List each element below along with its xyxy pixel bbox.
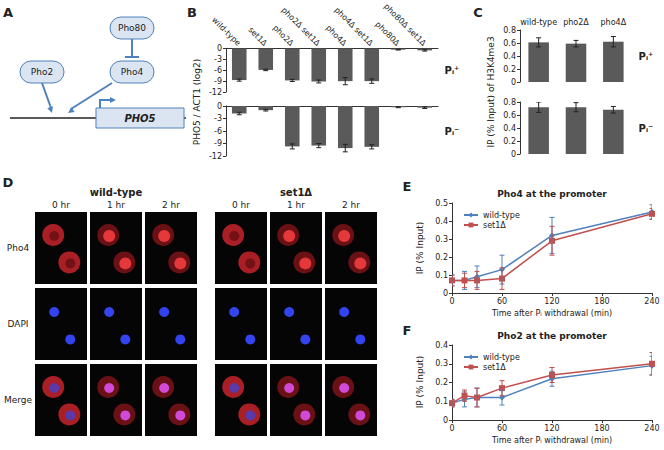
svg-text:wild-type: wild-type	[520, 18, 557, 27]
svg-text:60: 60	[497, 424, 507, 433]
svg-text:0.3: 0.3	[435, 235, 448, 244]
svg-text:set1Δ: set1Δ	[246, 25, 269, 48]
svg-text:set1Δ: set1Δ	[483, 221, 506, 230]
svg-text:-12: -12	[209, 152, 222, 161]
svg-text:0 hr: 0 hr	[232, 200, 250, 210]
svg-text:0: 0	[217, 102, 222, 111]
svg-text:0 hr: 0 hr	[52, 200, 70, 210]
svg-text:wild-type: wild-type	[210, 15, 242, 47]
svg-text:0.8: 0.8	[503, 98, 516, 107]
svg-text:-3: -3	[214, 114, 222, 123]
svg-text:set1Δ: set1Δ	[483, 363, 506, 372]
svg-text:0.4: 0.4	[435, 341, 448, 350]
svg-text:Pᵢ⁺: Pᵢ⁺	[639, 51, 654, 62]
svg-text:PHO5: PHO5	[124, 113, 155, 124]
svg-text:0.4: 0.4	[503, 52, 516, 61]
svg-text:pho80Δ set1Δ: pho80Δ set1Δ	[382, 2, 428, 48]
svg-text:Merge: Merge	[4, 395, 33, 405]
svg-text:Pᵢ⁺: Pᵢ⁺	[445, 65, 460, 76]
svg-text:0.5: 0.5	[435, 199, 448, 208]
svg-text:C: C	[473, 5, 483, 20]
svg-text:180: 180	[594, 424, 609, 433]
svg-text:Pho80: Pho80	[118, 23, 146, 33]
svg-text:0: 0	[449, 424, 454, 433]
svg-text:D: D	[3, 175, 14, 190]
svg-text:0.4: 0.4	[435, 217, 448, 226]
svg-text:120: 120	[544, 297, 559, 306]
svg-text:IP (% Input): IP (% Input)	[415, 356, 425, 409]
svg-text:0.1: 0.1	[435, 397, 448, 406]
svg-text:IP (% Input) of H3K4me3: IP (% Input) of H3K4me3	[486, 36, 496, 147]
svg-text:1 hr: 1 hr	[287, 200, 305, 210]
svg-text:PHO5 / ACT1 (log2): PHO5 / ACT1 (log2)	[192, 59, 202, 146]
svg-text:pho4Δ: pho4Δ	[324, 23, 349, 48]
svg-text:0.6: 0.6	[503, 39, 516, 48]
svg-text:A: A	[3, 5, 13, 20]
svg-text:0: 0	[443, 289, 448, 298]
svg-text:Pho2 at the promoter: Pho2 at the promoter	[497, 331, 607, 341]
svg-text:0.6: 0.6	[503, 111, 516, 120]
svg-text:2 hr: 2 hr	[162, 200, 180, 210]
svg-text:0: 0	[449, 297, 454, 306]
svg-text:-3: -3	[214, 55, 222, 64]
svg-text:0.2: 0.2	[435, 253, 448, 262]
svg-text:pho2Δ: pho2Δ	[271, 23, 296, 48]
svg-text:0.1: 0.1	[435, 271, 448, 280]
svg-text:pho4Δ: pho4Δ	[601, 18, 627, 27]
svg-text:120: 120	[544, 424, 559, 433]
svg-text:180: 180	[594, 297, 609, 306]
svg-text:IP (% Input): IP (% Input)	[415, 222, 425, 275]
svg-text:0: 0	[511, 150, 516, 159]
svg-text:wild-type: wild-type	[90, 187, 143, 198]
svg-text:-6: -6	[214, 127, 222, 136]
svg-text:0: 0	[217, 44, 222, 53]
svg-text:F: F	[403, 323, 412, 338]
svg-text:pho2Δ: pho2Δ	[563, 18, 589, 27]
svg-text:B: B	[187, 5, 197, 20]
svg-text:-12: -12	[209, 88, 222, 97]
svg-text:pho2Δ set1Δ: pho2Δ set1Δ	[280, 5, 323, 48]
svg-text:Pᵢ⁻: Pᵢ⁻	[445, 126, 460, 137]
svg-text:-6: -6	[214, 66, 222, 75]
svg-text:wild-type: wild-type	[483, 211, 520, 220]
svg-text:2 hr: 2 hr	[342, 200, 360, 210]
svg-text:240: 240	[644, 424, 659, 433]
svg-text:240: 240	[644, 297, 659, 306]
svg-text:-9: -9	[214, 77, 222, 86]
svg-text:0.2: 0.2	[435, 378, 448, 387]
svg-text:Time after Pᵢ withdrawal (min): Time after Pᵢ withdrawal (min)	[491, 436, 612, 445]
svg-text:Pho4: Pho4	[7, 243, 30, 253]
svg-text:0.2: 0.2	[503, 65, 516, 74]
svg-text:pho4Δ set1Δ: pho4Δ set1Δ	[333, 5, 376, 48]
svg-text:DAPI: DAPI	[7, 319, 28, 329]
svg-text:0.8: 0.8	[503, 26, 516, 35]
svg-text:0: 0	[443, 416, 448, 425]
svg-text:0: 0	[511, 78, 516, 87]
svg-text:Time after Pᵢ withdrawal (min): Time after Pᵢ withdrawal (min)	[491, 309, 612, 318]
svg-text:0.3: 0.3	[435, 359, 448, 368]
svg-text:-9: -9	[214, 139, 222, 148]
svg-text:pho80Δ: pho80Δ	[373, 20, 401, 48]
svg-text:Pho2: Pho2	[31, 67, 53, 77]
svg-text:0.4: 0.4	[503, 124, 516, 133]
svg-text:set1Δ: set1Δ	[280, 187, 312, 198]
svg-text:wild-type: wild-type	[483, 353, 520, 362]
svg-text:E: E	[403, 179, 412, 194]
svg-text:Pho4: Pho4	[121, 67, 144, 77]
svg-text:1 hr: 1 hr	[107, 200, 125, 210]
svg-text:Pho4 at the promoter: Pho4 at the promoter	[497, 189, 607, 199]
svg-text:Pᵢ⁻: Pᵢ⁻	[639, 123, 654, 134]
svg-text:60: 60	[497, 297, 507, 306]
svg-text:0.2: 0.2	[503, 137, 516, 146]
